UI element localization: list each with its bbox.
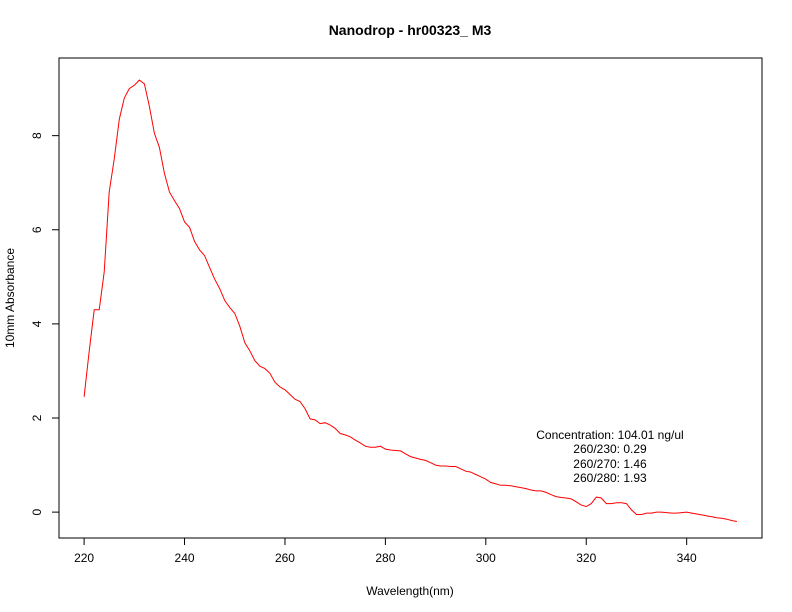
y-tick-label: 8 bbox=[30, 132, 44, 139]
y-tick-label: 2 bbox=[30, 414, 44, 421]
plot-frame bbox=[58, 57, 763, 539]
ratio-260-270-text: 260/270: 1.46 bbox=[573, 457, 647, 471]
y-axis-label: 10mm Absorbance bbox=[3, 248, 17, 348]
quality-metrics-annotation: Concentration: 104.01 ng/ul 260/230: 0.2… bbox=[536, 428, 683, 485]
x-axis-label: Wavelength(nm) bbox=[366, 584, 454, 598]
concentration-text: Concentration: 104.01 ng/ul bbox=[536, 428, 683, 442]
absorbance-line bbox=[83, 79, 737, 522]
y-tick-label: 0 bbox=[30, 508, 44, 515]
y-axis: 0 2 4 6 8 bbox=[30, 132, 60, 515]
x-tick-label: 240 bbox=[175, 551, 195, 565]
x-tick-label: 300 bbox=[476, 551, 496, 565]
x-tick-label: 320 bbox=[576, 551, 596, 565]
x-tick-label: 260 bbox=[275, 551, 295, 565]
x-axis: 220 240 260 280 300 320 340 bbox=[74, 537, 697, 565]
chart-title: Nanodrop - hr00323_ M3 bbox=[329, 22, 492, 38]
y-tick-label: 6 bbox=[30, 226, 44, 233]
x-tick-label: 220 bbox=[74, 551, 94, 565]
x-tick-label: 280 bbox=[375, 551, 395, 565]
x-tick-label: 340 bbox=[677, 551, 697, 565]
ratio-260-280-text: 260/280: 1.93 bbox=[573, 471, 647, 485]
y-tick-label: 4 bbox=[30, 320, 44, 327]
ratio-260-230-text: 260/230: 0.29 bbox=[573, 442, 647, 456]
